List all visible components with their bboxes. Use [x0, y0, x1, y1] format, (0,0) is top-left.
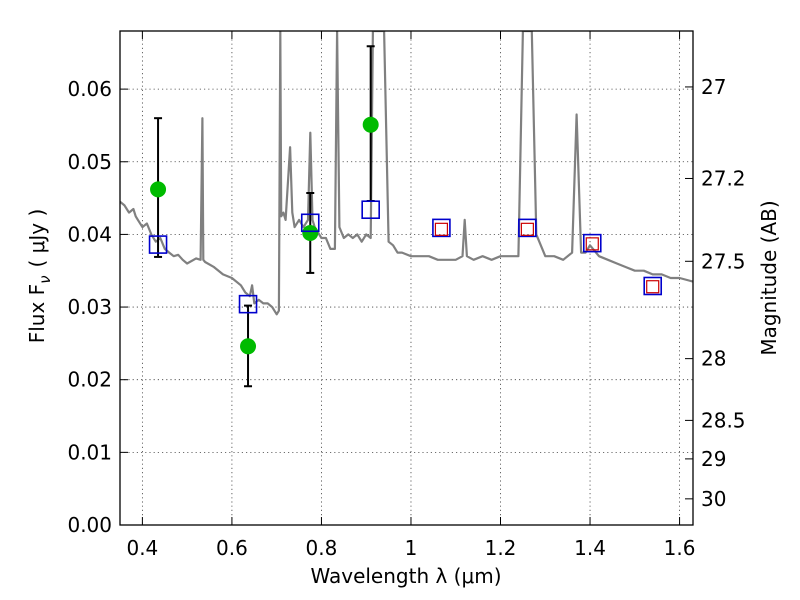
spectrum-line	[120, 31, 693, 316]
y2-tick-label: 27.2	[701, 166, 746, 190]
y-tick-label: 0.06	[67, 77, 112, 101]
y2-tick-label: 30	[701, 487, 726, 511]
observed-point	[362, 116, 379, 133]
y2-tick-label: 28	[701, 347, 726, 371]
model-square-blue	[432, 218, 451, 238]
y-tick-label: 0.03	[67, 295, 112, 319]
y2-axis-title: Magnitude (AB)	[757, 200, 781, 355]
x-tick-label: 1.6	[664, 536, 696, 560]
observed-point	[150, 181, 167, 198]
markers	[148, 45, 663, 388]
plot-frame	[119, 30, 694, 526]
y-tick-label: 0.05	[67, 150, 112, 174]
model-square-red	[646, 280, 660, 294]
model-square-blue	[361, 200, 380, 220]
x-tick-label: 0.4	[126, 536, 158, 560]
y-tick-label: 0.01	[67, 440, 112, 464]
y2-tick-label: 27.5	[701, 249, 746, 273]
y-tick-label: 0.04	[67, 222, 112, 246]
y-axis-title: Flux Fν ( μJy )	[25, 209, 54, 344]
ticks: 0.4 0.6 0.8 1 1.2 1.4 1.6 0.00 0.01 0.02 0.03 0.04 0…	[67, 31, 746, 560]
y-axis-title-subscript: ν	[36, 275, 54, 283]
model-square-blue	[518, 218, 537, 238]
x-axis-title: Wavelength λ (μm)	[310, 564, 501, 588]
x-tick-label: 0.6	[216, 536, 248, 560]
model-square-blue	[238, 294, 258, 314]
observed-point	[240, 338, 257, 355]
y-tick-label: 0.00	[67, 513, 112, 537]
x-tick-label: 0.8	[306, 536, 338, 560]
model-square-blue	[300, 213, 320, 233]
y2-tick-label: 29	[701, 447, 726, 471]
x-tick-label: 1	[405, 536, 418, 560]
y2-tick-label: 28.5	[701, 408, 746, 432]
x-tick-label: 1.4	[574, 536, 606, 560]
plot-data	[120, 31, 693, 316]
y-axis-title-main: Flux F	[25, 284, 49, 343]
model-square-red	[585, 237, 599, 251]
x-tick-label: 1.2	[485, 536, 517, 560]
model-square-blue	[582, 233, 602, 253]
y-axis-title-units: ( μJy )	[25, 209, 49, 268]
y2-tick-label: 27	[701, 75, 726, 99]
model-square-blue	[643, 276, 663, 296]
model-square-blue	[148, 235, 168, 254]
y-tick-label: 0.02	[67, 368, 112, 392]
model-square-red	[434, 222, 449, 236]
observed-point	[302, 224, 319, 241]
model-square-red	[520, 222, 534, 236]
